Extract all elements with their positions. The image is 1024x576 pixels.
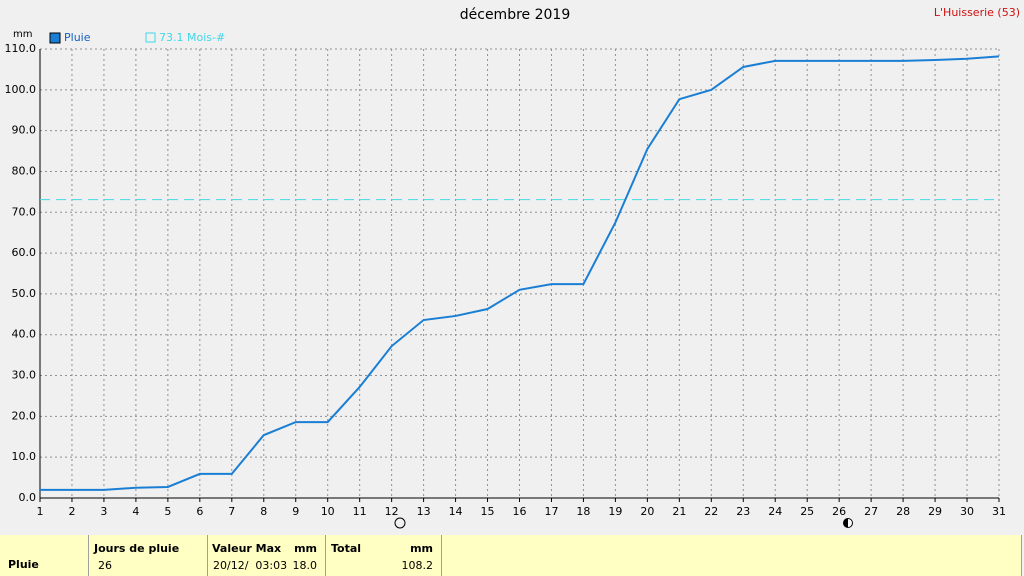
x-tick-label: 24 — [768, 505, 782, 518]
x-tick-label: 7 — [228, 505, 235, 518]
x-tick-label: 28 — [896, 505, 910, 518]
x-tick-label: 3 — [100, 505, 107, 518]
y-tick-label: 0.0 — [19, 491, 37, 504]
x-tick-label: 29 — [928, 505, 942, 518]
x-tick-label: 8 — [260, 505, 267, 518]
x-tick-label: 2 — [68, 505, 75, 518]
header: Valeur Max — [212, 542, 282, 555]
x-tick-label: 16 — [513, 505, 527, 518]
x-tick-label: 10 — [321, 505, 335, 518]
x-tick-label: 15 — [481, 505, 495, 518]
table-cell — [441, 535, 1022, 576]
table-cell: Valeur Max mm 20/12/ 03:03 18.0 — [207, 535, 325, 576]
x-tick-label: 22 — [704, 505, 718, 518]
x-tick-label: 30 — [960, 505, 974, 518]
moon-icon — [394, 517, 406, 529]
unit: mm — [294, 542, 317, 555]
y-tick-label: 20.0 — [12, 409, 37, 422]
row-label: Pluie — [8, 558, 39, 571]
y-tick-label: 60.0 — [12, 246, 37, 259]
x-tick-label: 18 — [576, 505, 590, 518]
x-tick-label: 25 — [800, 505, 814, 518]
x-tick-label: 13 — [417, 505, 431, 518]
legend-label: Pluie — [64, 31, 91, 44]
table-cell: Total mm 108.2 — [325, 535, 441, 576]
y-tick-label: 10.0 — [12, 450, 37, 463]
legend-swatch — [49, 32, 61, 44]
cell-value: 26 — [98, 559, 112, 572]
y-tick-label: 100.0 — [5, 83, 37, 96]
x-tick-label: 1 — [37, 505, 44, 518]
y-tick-label: 110.0 — [5, 42, 37, 55]
x-tick-label: 11 — [353, 505, 367, 518]
x-tick-label: 23 — [736, 505, 750, 518]
y-tick-label: 70.0 — [12, 205, 37, 218]
y-unit: mm — [13, 29, 32, 40]
x-tick-label: 17 — [544, 505, 558, 518]
unit: mm — [410, 542, 433, 555]
x-tick-label: 5 — [164, 505, 171, 518]
y-tick-label: 40.0 — [12, 328, 37, 341]
x-tick-label: 4 — [132, 505, 139, 518]
x-tick-label: 20 — [640, 505, 654, 518]
x-tick-label: 19 — [608, 505, 622, 518]
moon-icon — [843, 518, 848, 528]
legend-label: 73.1 Mois-# — [159, 31, 225, 44]
cell-date: 20/12/ 03:03 — [213, 559, 288, 572]
x-tick-label: 9 — [292, 505, 299, 518]
station: L'Huisserie (53) — [934, 6, 1020, 19]
x-tick-label: 6 — [196, 505, 203, 518]
chart: décembre 2019 L'Huisserie (53) mm Pluie … — [5, 6, 1020, 529]
y-tick-label: 50.0 — [12, 287, 37, 300]
cell-value: 108.2 — [401, 559, 434, 572]
cell-value: 18.0 — [292, 559, 318, 572]
x-tick-label: 14 — [449, 505, 463, 518]
y-tick-label: 80.0 — [12, 164, 37, 177]
x-tick-label: 26 — [832, 505, 846, 518]
header: Jours de pluie — [94, 542, 180, 555]
header: Total — [331, 542, 362, 555]
x-tick-label: 12 — [385, 505, 399, 518]
y-tick-label: 90.0 — [12, 124, 37, 137]
table-cell: Pluie — [0, 535, 88, 576]
chart-title: décembre 2019 — [460, 7, 570, 23]
series-line — [40, 55, 1000, 491]
table-cell: Jours de pluie 26 — [88, 535, 207, 576]
legend-swatch — [145, 32, 156, 43]
y-tick-label: 30.0 — [12, 369, 37, 382]
x-tick-label: 21 — [672, 505, 686, 518]
x-tick-label: 31 — [992, 505, 1006, 518]
x-tick-label: 27 — [864, 505, 878, 518]
